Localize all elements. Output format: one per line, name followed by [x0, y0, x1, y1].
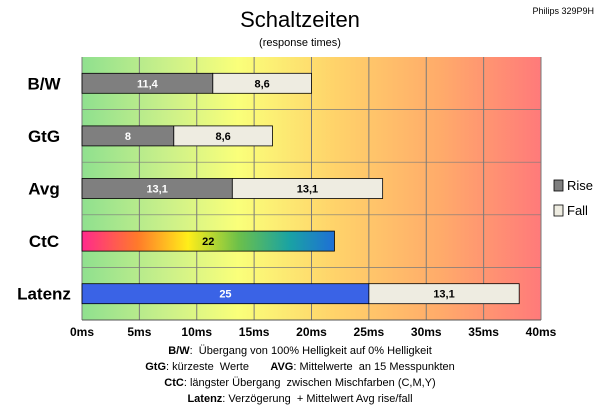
x-tick-label: 35ms [468, 325, 499, 339]
x-tick-label: 20ms [296, 325, 327, 339]
category-label: Latenz [17, 285, 71, 304]
data-label: 22 [202, 236, 214, 248]
data-label: 8,6 [255, 78, 270, 90]
monitor-model-label: Philips 329P9H [532, 6, 594, 16]
data-label: 8 [125, 131, 131, 143]
note-term: GtG [145, 361, 166, 373]
data-label: 11,4 [137, 78, 159, 90]
note-term: CtC [164, 377, 184, 389]
legend: Rise Fall [553, 178, 593, 218]
note-line: B/W: Übergang von 100% Helligkeit auf 0%… [168, 345, 432, 357]
category-label: CtC [29, 232, 59, 251]
bar-fall [368, 283, 520, 305]
bars: 11,4 8,6 8 8,6 13,1 13,1 22 25 13,1 [81, 72, 520, 305]
x-tick-label: 30ms [411, 325, 442, 339]
legend-swatch [553, 204, 564, 217]
x-tick-label: 10ms [181, 325, 212, 339]
note-text: : Mittelwerte an 15 Messpunkten [293, 361, 454, 373]
note-line: GtG: kürzeste Werte AVG: Mittelwerte an … [145, 361, 455, 373]
note-term: Latenz [187, 393, 222, 405]
note-term: B/W [168, 345, 190, 357]
category-label: Avg [28, 180, 60, 199]
x-tick-label: 40ms [526, 325, 557, 339]
chart-subtitle: (response times) [259, 37, 341, 49]
note-text: : längster Übergang zwischen Mischfarben… [184, 377, 436, 389]
bar-fall [231, 178, 384, 199]
category-label: GtG [28, 127, 60, 146]
bar-fall [173, 125, 273, 147]
data-label: 8,6 [215, 131, 230, 143]
data-label: 25 [219, 289, 231, 301]
data-label: 13,1 [146, 184, 167, 196]
data-label: 13,1 [297, 184, 318, 196]
notes: B/W: Übergang von 100% Helligkeit auf 0%… [145, 345, 455, 405]
note-line: Latenz: Verzögerung + Mittelwert Avg ris… [187, 393, 412, 405]
bar-fall [212, 72, 312, 94]
x-tick-label: 25ms [354, 325, 385, 339]
legend-swatch [553, 179, 564, 192]
category-labels: B/W GtG Avg CtC Latenz [17, 74, 71, 303]
note-text: : kürzeste Werte [166, 361, 270, 373]
x-tick-label: 0ms [70, 325, 94, 339]
chart-title: Schaltzeiten [240, 7, 360, 32]
data-label: 13,1 [433, 289, 454, 301]
note-line: CtC: längster Übergang zwischen Mischfar… [164, 377, 435, 389]
note-term: AVG [270, 361, 293, 373]
bar-rise [81, 230, 335, 252]
x-tick-label: 15ms [239, 325, 270, 339]
note-text: : Verzögerung + Mittelwert Avg rise/fall [222, 393, 412, 405]
x-axis-tick-labels: 0ms 5ms 10ms 15ms 20ms 25ms 30ms 35ms 40ms [70, 325, 557, 339]
legend-entry: Fall [567, 203, 588, 218]
note-text: : Übergang von 100% Helligkeit auf 0% He… [190, 345, 432, 357]
x-tick-label: 5ms [127, 325, 151, 339]
category-label: B/W [27, 74, 61, 93]
legend-entry: Rise [567, 178, 593, 193]
